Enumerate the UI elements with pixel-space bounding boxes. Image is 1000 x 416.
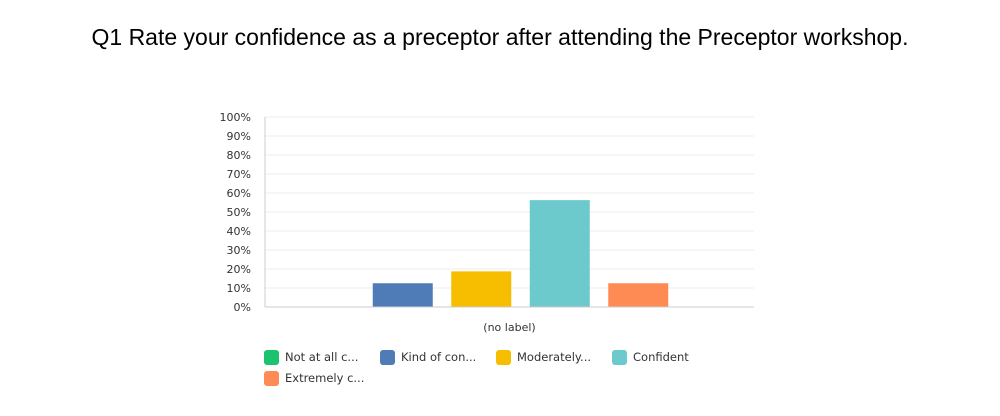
legend-label: Kind of con... bbox=[401, 350, 477, 364]
legend-swatch bbox=[264, 370, 279, 386]
y-tick-label: 50% bbox=[227, 206, 251, 219]
y-tick-label: 70% bbox=[227, 168, 251, 181]
legend-swatch bbox=[496, 349, 511, 365]
legend-label: Moderately... bbox=[517, 350, 592, 364]
bars bbox=[372, 200, 669, 307]
y-tick-label: 20% bbox=[227, 263, 251, 276]
y-tick-label: 100% bbox=[220, 111, 251, 124]
legend-swatch bbox=[380, 349, 395, 365]
legend-item[interactable]: Kind of con... bbox=[380, 348, 476, 366]
y-tick-label: 0% bbox=[234, 301, 251, 314]
legend-label: Confident bbox=[633, 350, 689, 364]
chart-title: Q1 Rate your confidence as a preceptor a… bbox=[91, 24, 909, 50]
x-category-label: (no label) bbox=[483, 321, 535, 334]
bar-4[interactable] bbox=[608, 283, 669, 307]
bar-2[interactable] bbox=[451, 271, 512, 307]
y-tick-label: 40% bbox=[227, 225, 251, 238]
bar-3[interactable] bbox=[529, 200, 590, 307]
bar-chart: 0% 10% 20% 30% 40% 50% 60% 70% 80% 90% 100% (no la… bbox=[220, 111, 754, 334]
legend-swatch bbox=[612, 349, 627, 365]
legend-item[interactable]: Moderately... bbox=[496, 348, 591, 366]
bar-1[interactable] bbox=[372, 283, 433, 307]
y-tick-label: 10% bbox=[227, 282, 251, 295]
gridlines bbox=[265, 116, 754, 289]
legend-item[interactable]: Confident bbox=[612, 348, 689, 366]
legend-swatch bbox=[264, 349, 279, 365]
y-tick-label: 80% bbox=[227, 149, 251, 162]
legend-item[interactable]: Not at all c... bbox=[264, 348, 358, 366]
legend-label: Not at all c... bbox=[285, 350, 359, 364]
legend-label: Extremely c... bbox=[285, 371, 365, 385]
y-tick-label: 90% bbox=[227, 130, 251, 143]
legend-item[interactable]: Extremely c... bbox=[264, 369, 364, 387]
y-tick-label: 30% bbox=[227, 244, 251, 257]
y-tick-label: 60% bbox=[227, 187, 251, 200]
y-axis-ticks: 0% 10% 20% 30% 40% 50% 60% 70% 80% 90% 100% bbox=[220, 111, 251, 314]
